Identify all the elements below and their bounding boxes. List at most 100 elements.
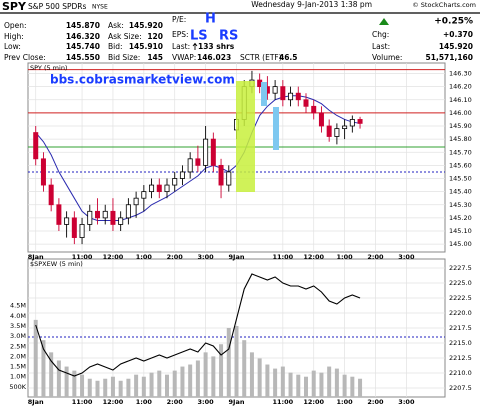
candle-body — [357, 119, 363, 124]
source: © StockCharts.com — [412, 1, 476, 9]
y-tick-label: 2212.5 — [449, 354, 472, 362]
y-tick-label: 145.00 — [449, 240, 472, 248]
volume-tick-label: 500K — [9, 383, 26, 391]
volume-tick-label: 4.0M — [10, 312, 26, 320]
candle-body — [164, 184, 170, 193]
candle-body — [95, 210, 101, 219]
x-tick-label: 11:00 — [72, 253, 93, 261]
volume-tick-label: 3.5M — [10, 322, 26, 330]
value: 145.920 — [439, 42, 473, 51]
value: 51,571,160 — [426, 53, 473, 62]
label: High: — [4, 32, 24, 41]
volume-bar — [165, 374, 169, 397]
symbol: SPY — [2, 0, 27, 13]
label: VWAP: — [172, 53, 196, 62]
x-tick-label: 1:00 — [136, 253, 153, 261]
up-arrow — [192, 42, 198, 50]
volume-bar — [211, 356, 216, 397]
volume-bar — [95, 380, 100, 397]
y-tick-label: 146.00 — [449, 109, 472, 117]
volume-bar — [64, 366, 69, 397]
x-tick-label: 8Jan — [28, 253, 44, 261]
candle-body — [342, 125, 348, 130]
volume-bar — [257, 358, 262, 397]
x-tick-label: 12:00 — [303, 253, 324, 261]
y-tick-label: 2210.0 — [449, 369, 472, 377]
volume-tick-label: 2.5M — [10, 342, 26, 350]
volume-bar — [273, 368, 278, 397]
candle-body — [79, 224, 85, 238]
label: Chg: — [372, 30, 389, 39]
volume-tick-label: 2.0M — [10, 352, 26, 360]
volume-bar — [334, 368, 339, 397]
panel-title: SPY (5 min) — [30, 64, 67, 72]
candle-body — [272, 86, 278, 94]
volume-bar — [195, 360, 200, 397]
x-tick-label: 12:00 — [303, 398, 324, 406]
value: 120 — [147, 32, 163, 41]
candle-body — [64, 217, 70, 225]
y-tick-label: 2220.0 — [449, 309, 472, 317]
annotation-right-shoulder: RS — [219, 29, 238, 44]
y-tick-label: 146.30 — [449, 70, 472, 78]
value: 145.870 — [66, 21, 100, 30]
candle-body — [280, 86, 286, 101]
label: Prev Close: — [4, 53, 46, 62]
value: +0.370 — [443, 30, 473, 39]
volume-bar — [141, 376, 146, 397]
volume-bar — [226, 328, 231, 397]
candle-body — [295, 92, 301, 101]
datetime: Wednesday 9-Jan-2013 1:38 pm — [251, 0, 372, 9]
exchange: NYSE — [92, 4, 108, 11]
label: Bid: — [108, 42, 123, 51]
label: Volume: — [372, 53, 402, 62]
volume-bar — [126, 378, 131, 397]
volume-bar — [319, 372, 324, 397]
highlight-blue — [273, 107, 279, 150]
volume-bar — [118, 380, 123, 397]
x-tick-label: 2:00 — [367, 398, 384, 406]
volume-bar — [33, 319, 38, 397]
volume-bar — [180, 366, 185, 397]
candle-body — [326, 125, 332, 137]
chart-layer: 8Jan 11:00 12:00 1:00 2:00 3:00 9Jan 11:00 12:00… — [9, 63, 472, 406]
x-tick-label: 2:00 — [167, 253, 184, 261]
x-tick-label: 1:00 — [136, 398, 153, 406]
label: EPS: — [172, 30, 189, 39]
label: Last: — [172, 42, 190, 51]
candle-body — [110, 210, 116, 225]
label: Open: — [4, 21, 27, 30]
volume-bar — [219, 344, 224, 397]
label: P/E: — [172, 15, 186, 24]
volume-bar — [157, 370, 162, 397]
y-tick-label: 145.40 — [449, 188, 472, 196]
candle-body — [33, 132, 39, 160]
value: 46.5 — [279, 53, 298, 62]
volume-bar — [265, 364, 270, 397]
volume-bar — [49, 352, 54, 397]
volume-tick-label: 1.5M — [10, 363, 26, 371]
candle-body — [87, 210, 93, 225]
volume-bar — [149, 372, 154, 397]
value: 145 — [147, 53, 163, 62]
volume-bar — [358, 378, 363, 397]
y-tick-label: 2227.5 — [449, 264, 472, 272]
y-tick-label: 146.20 — [449, 83, 472, 91]
y-tick-label: 145.30 — [449, 201, 472, 209]
y-tick-label: 2217.5 — [449, 324, 472, 332]
candle-body — [349, 119, 355, 127]
volume-bar — [242, 340, 247, 397]
candle-body — [40, 158, 46, 186]
candle-body — [71, 217, 77, 238]
value: 145.550 — [66, 53, 100, 62]
label: Last: — [372, 42, 390, 51]
y-tick-label: 145.60 — [449, 161, 472, 169]
volume-bar — [110, 376, 115, 397]
y-tick-label: 145.20 — [449, 214, 472, 222]
x-tick-label: 3:00 — [198, 253, 215, 261]
annotation-left-shoulder: LS — [190, 29, 208, 44]
candle-body — [133, 197, 139, 206]
panel-title: $SPXEW (5 min) — [30, 260, 83, 268]
x-tick-label: 12:00 — [103, 253, 124, 261]
